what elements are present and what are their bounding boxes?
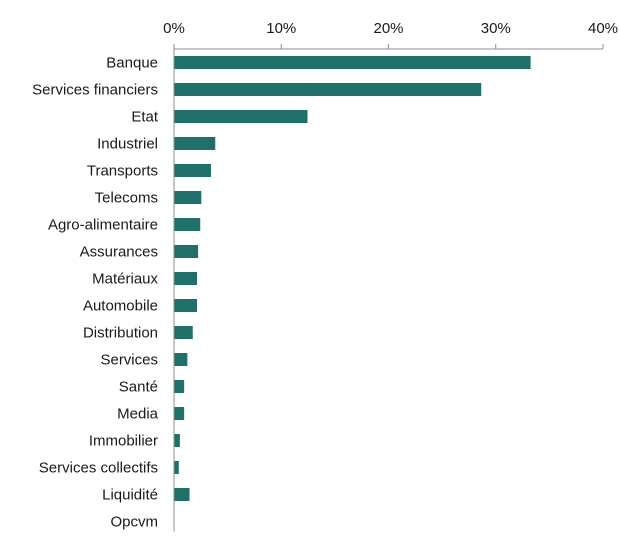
bar <box>174 218 201 231</box>
category-label: Matériaux <box>92 271 158 288</box>
category-label: Distribution <box>83 325 158 342</box>
x-axis: 0% 10% 20% 30% 40% <box>163 20 618 532</box>
bar <box>174 299 198 312</box>
bar <box>174 488 190 501</box>
x-tick-label: 10% <box>266 20 296 37</box>
category-label: Services financiers <box>32 82 158 99</box>
bar <box>174 326 193 339</box>
bar <box>174 461 179 474</box>
x-tick-label: 0% <box>163 20 185 37</box>
bars <box>174 56 531 501</box>
bar <box>174 272 198 285</box>
bar <box>174 110 308 123</box>
bar <box>174 353 188 366</box>
bar <box>174 434 180 447</box>
category-label: Services <box>100 352 158 369</box>
category-label: Transports <box>87 163 158 180</box>
category-label: Liquidité <box>102 487 158 504</box>
category-label: Immobilier <box>89 433 158 450</box>
category-label: Media <box>117 406 159 423</box>
bar <box>174 56 531 69</box>
category-label: Agro-alimentaire <box>48 217 158 234</box>
category-label: Assurances <box>80 244 158 261</box>
category-label: Etat <box>131 109 159 126</box>
category-labels: Banque Services financiers Etat Industriel T… <box>32 55 159 531</box>
x-tick-label: 30% <box>481 20 511 37</box>
bar <box>174 83 482 96</box>
category-label: Banque <box>106 55 158 72</box>
bar <box>174 407 185 420</box>
category-label: Telecoms <box>95 190 158 207</box>
x-tick-label: 40% <box>588 20 618 37</box>
category-label: Opcvm <box>110 514 158 531</box>
bar <box>174 380 185 393</box>
category-label: Services collectifs <box>39 460 158 477</box>
category-label: Santé <box>119 379 158 396</box>
category-label: Automobile <box>83 298 158 315</box>
category-label: Industriel <box>97 136 158 153</box>
x-tick-label: 20% <box>373 20 403 37</box>
bar <box>174 164 211 177</box>
bar <box>174 137 216 150</box>
bar <box>174 245 199 258</box>
bar <box>174 191 202 204</box>
